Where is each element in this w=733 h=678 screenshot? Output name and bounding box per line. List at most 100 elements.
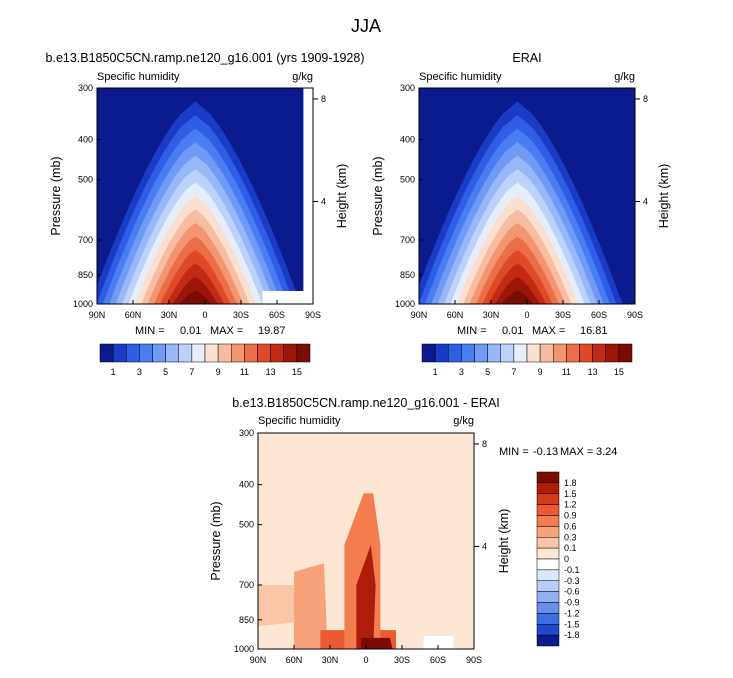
y-axis-label: Pressure (mb) <box>371 156 385 235</box>
colorbar-label: 1.2 <box>564 500 577 510</box>
colorbar-label: 11 <box>240 367 249 377</box>
colorbar-box <box>536 537 560 549</box>
y-tick-label: 300 <box>239 428 254 438</box>
x-tick-label: 30N <box>161 310 178 320</box>
colorbar: 1 3 5 7 9 11 13 15 <box>421 343 633 377</box>
colorbar-box <box>536 602 560 614</box>
y-tick-label: 850 <box>239 615 254 625</box>
colorbar-box <box>536 493 560 505</box>
colorbar-label: -0.1 <box>564 565 580 575</box>
y2-tick-label: 4 <box>643 196 648 206</box>
y-tick-label: 700 <box>78 235 93 245</box>
units-label: g/kg <box>292 71 313 83</box>
x-axis: 90N 60N 30N 0 30S 60S 90S <box>411 300 643 320</box>
colorbar-label: 0.1 <box>564 543 577 553</box>
colorbar-box <box>526 343 541 363</box>
y2-tick-label: 8 <box>643 94 648 104</box>
max-value: 3.24 <box>596 446 617 458</box>
y-tick-label: 500 <box>239 520 254 530</box>
x-tick-label: 30S <box>233 310 249 320</box>
min-label: MIN = <box>135 325 165 337</box>
x-tick-label: 90N <box>89 310 106 320</box>
y2-axis-label: Height (km) <box>497 509 511 574</box>
max-value: 16.81 <box>580 325 608 337</box>
colorbar-label: 0 <box>564 554 569 564</box>
colorbar-box <box>536 471 560 484</box>
y-tick-label: 700 <box>239 580 254 590</box>
colorbar-box <box>178 343 193 363</box>
colorbar-box <box>566 343 580 363</box>
colorbar-box <box>448 343 462 363</box>
colorbar-box <box>474 343 488 363</box>
colorbar-box <box>618 343 633 363</box>
y-tick-label: 1000 <box>395 299 415 309</box>
colorbar-box <box>217 343 232 363</box>
y-tick-label: 1000 <box>234 644 254 654</box>
colorbar-label: 1.8 <box>564 478 577 488</box>
missing-data-region <box>423 635 454 649</box>
y2-tick-label: 4 <box>321 196 326 206</box>
colorbar-box <box>126 343 140 363</box>
colorbar-box <box>513 343 528 363</box>
colorbar-box <box>536 526 560 538</box>
colorbar-box <box>536 569 560 581</box>
colorbar-box <box>165 343 179 363</box>
x-tick-label: 60S <box>430 655 446 665</box>
panel-title: ERAI <box>512 51 541 65</box>
x-tick-label: 0 <box>363 655 368 665</box>
colorbar-box <box>536 591 560 603</box>
y-axis-label: Pressure (mb) <box>209 501 223 580</box>
x-tick-label: 60N <box>286 655 303 665</box>
colorbar-label: -1.2 <box>564 608 580 618</box>
colorbar-box <box>592 343 606 363</box>
colorbar-label: 13 <box>588 367 598 377</box>
x-tick-label: 30N <box>322 655 339 665</box>
colorbar-label: 7 <box>511 367 516 377</box>
plot-area <box>258 433 474 649</box>
colorbar-box <box>539 343 554 363</box>
colorbar-label: 5 <box>163 367 168 377</box>
min-value: -0.13 <box>533 446 558 458</box>
x-tick-label: 0 <box>524 310 529 320</box>
contour-band <box>495 277 540 304</box>
contour-fill <box>258 493 396 649</box>
colorbar-box <box>536 504 560 516</box>
colorbar-box <box>605 343 620 363</box>
y-axis: 300 400 500 700 850 1000 <box>395 83 423 309</box>
y-tick-label: 850 <box>400 270 415 280</box>
x-tick-label: 60N <box>447 310 464 320</box>
colorbar-box <box>231 343 245 363</box>
colorbar-label: 1.5 <box>564 489 577 499</box>
max-label: MAX = <box>532 325 565 337</box>
colorbar-label: 7 <box>189 367 194 377</box>
colorbar-box <box>536 547 560 560</box>
colorbar-box <box>536 482 560 494</box>
contour-band <box>294 563 328 649</box>
colorbar-box <box>461 343 475 363</box>
colorbar-label: 15 <box>614 367 624 377</box>
colorbar-box <box>283 343 298 363</box>
y-tick-label: 500 <box>400 175 415 185</box>
contour-band <box>356 545 376 649</box>
x-tick-label: 90S <box>305 310 321 320</box>
y-tick-label: 400 <box>400 135 415 145</box>
colorbar-box <box>553 343 567 363</box>
min-label: MIN = <box>457 325 487 337</box>
y-tick-label: 500 <box>78 175 93 185</box>
min-value: 0.01 <box>502 325 523 337</box>
colorbar-box <box>536 580 560 592</box>
colorbar: 1 3 5 7 9 11 13 15 <box>99 343 311 377</box>
colorbar-box <box>536 613 560 625</box>
colorbar-label: -0.6 <box>564 587 580 597</box>
contour-band <box>179 290 212 304</box>
contour-band <box>173 277 218 304</box>
y2-axis: 84 <box>474 439 487 551</box>
max-label: MAX = <box>210 325 243 337</box>
y-tick-label: 400 <box>78 135 93 145</box>
y-tick-label: 850 <box>78 270 93 280</box>
colorbar-box <box>191 343 206 363</box>
contour-band <box>361 637 393 649</box>
y-axis-label: Pressure (mb) <box>49 156 63 235</box>
panel-title: b.e13.B1850C5CN.ramp.ne120_g16.001 - ERA… <box>232 396 500 410</box>
colorbar-label: 11 <box>562 367 571 377</box>
